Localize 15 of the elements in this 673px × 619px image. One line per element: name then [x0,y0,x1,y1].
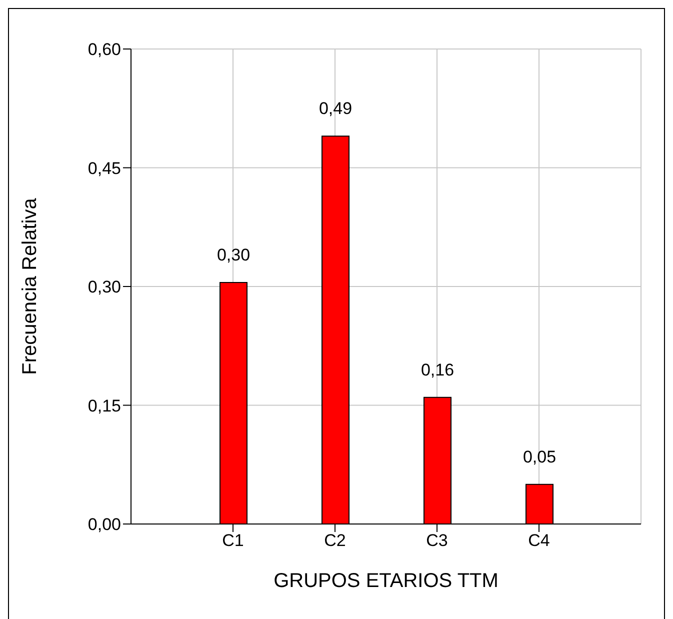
y-tick-label: 0,15 [88,396,121,416]
x-axis-title: GRUPOS ETARIOS TTM [274,570,498,592]
x-tick-label: C4 [528,531,550,550]
y-tick-label: 0,00 [88,515,121,534]
x-tick-label: C3 [426,531,448,550]
data-label: 0,16 [420,360,454,380]
data-label: 0,49 [318,99,352,118]
y-axis-title: Frecuencia Relativa [19,197,42,375]
x-tick-label: C2 [324,531,346,550]
y-tick-label: 0,30 [88,278,121,297]
x-tick-label: C1 [222,531,244,550]
y-tick-label: 0,60 [88,40,121,60]
data-label: 0,30 [216,246,250,265]
data-label: 0,05 [522,447,556,466]
y-tick-label: 0,45 [88,158,121,178]
